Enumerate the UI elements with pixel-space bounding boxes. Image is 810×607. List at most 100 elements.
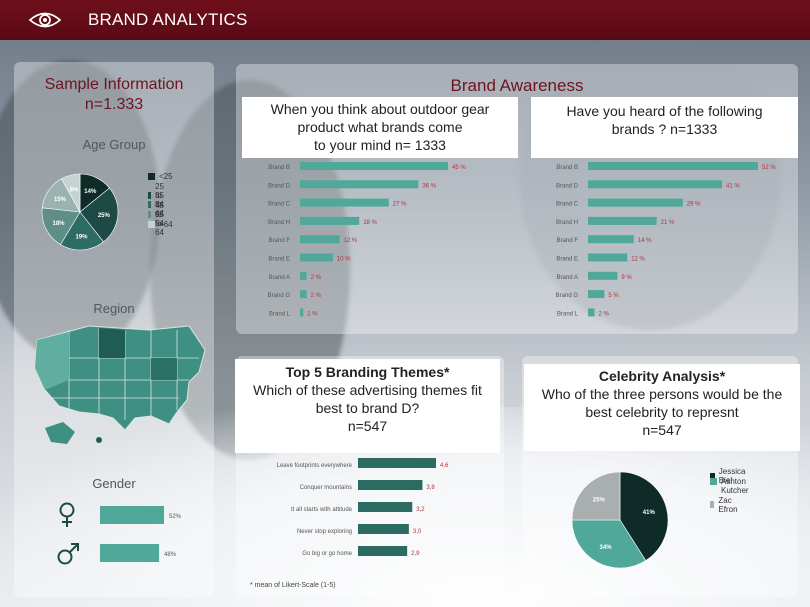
value-label: 18 % <box>363 220 377 226</box>
pie-label: 25% <box>593 497 606 503</box>
value-label: 1 % <box>307 311 318 317</box>
bar <box>588 308 595 317</box>
female-icon <box>59 502 75 527</box>
legend-label: 45 to 54 <box>155 200 164 228</box>
pie-label: 15% <box>54 197 67 203</box>
pie-slice <box>60 211 104 251</box>
awareness-question-2: Have you heard of the following brands ?… <box>531 97 798 158</box>
bar <box>300 180 419 189</box>
bar <box>588 235 634 244</box>
legend-label: 55 to 64 <box>155 210 164 237</box>
gender-bar <box>100 506 164 524</box>
category-label: Brand B <box>556 165 578 171</box>
gender-bar <box>100 544 160 562</box>
category-label: Brand L <box>269 311 291 317</box>
pie-label: 14% <box>84 189 97 195</box>
value-label: 5 % <box>608 293 619 299</box>
legend-label: Zac Efron <box>718 495 738 514</box>
pie-slice <box>571 519 647 569</box>
celebrity-header: Celebrity Analysis* Who of the three per… <box>524 364 800 451</box>
value-label: 2 % <box>311 275 322 281</box>
value-label: 3,0 <box>413 529 422 535</box>
bar <box>588 198 683 207</box>
category-label: Brand F <box>269 238 291 244</box>
value-label: 14 % <box>638 238 652 244</box>
category-label: Never stop exploring <box>297 529 352 535</box>
us-map <box>34 325 206 444</box>
category-label: Brand E <box>556 257 578 263</box>
bar <box>588 180 723 189</box>
legend-label: Kutcher <box>721 486 749 495</box>
value-label: 52 % <box>762 165 776 171</box>
pie-label: 41% <box>643 510 656 516</box>
value-label: 36 % <box>422 183 436 189</box>
bar <box>300 253 333 262</box>
awareness-question-1: When you think about outdoor gear produc… <box>242 97 518 158</box>
age-pie-chart: 14% 25% 19% 18% 15%8% <box>41 173 119 251</box>
legend-item: >64 <box>148 220 173 229</box>
value-label: 2 % <box>311 293 322 299</box>
top-bar: BRAND ANALYTICS <box>0 0 810 40</box>
legend-label: Jessica Biel <box>718 467 746 485</box>
gender-value-label: 52% <box>169 514 182 520</box>
bar <box>300 216 360 225</box>
pie-label: 19% <box>76 234 89 240</box>
category-label: Brand C <box>556 202 579 208</box>
gender-value-label: 48% <box>164 552 177 558</box>
category-label: Brand D <box>268 183 291 189</box>
legend-item: 35 to 44 <box>148 191 168 218</box>
celebrity-pie-chart: 41% 34% 25% <box>571 471 669 569</box>
category-label: It all starts with attitude <box>291 507 353 513</box>
legend-swatch <box>710 501 715 508</box>
category-label: Brand L <box>557 311 579 317</box>
themes-header: Top 5 Branding Themes* Which of these ad… <box>235 359 500 453</box>
bar <box>358 524 409 534</box>
pie-slice <box>41 207 81 246</box>
gender-title: Gender <box>92 476 136 491</box>
value-label: 21 % <box>661 220 675 226</box>
sample-info-panel: Sample Information n=1.333 Age Group 14%… <box>14 62 214 597</box>
brand-awareness-title: Brand Awareness <box>450 76 584 95</box>
legend-swatch <box>710 477 717 485</box>
bar <box>358 458 436 468</box>
legend-label: <25 <box>159 172 173 181</box>
value-label: 4,6 <box>440 463 449 469</box>
bar <box>300 308 304 317</box>
category-label: Brand E <box>268 257 290 263</box>
bar <box>588 271 618 280</box>
category-label: Brand A <box>269 275 290 281</box>
category-label: Brand D <box>556 183 579 189</box>
legend-item: Zac Efron <box>710 496 740 514</box>
legend-item: <25 <box>148 172 173 181</box>
bar <box>588 290 605 299</box>
sample-size: n=1.333 <box>84 96 144 113</box>
legend-label: 35 to 44 <box>155 191 164 218</box>
category-label: Brand B <box>268 165 290 171</box>
bar <box>300 198 389 207</box>
category-label: Brand F <box>557 238 579 244</box>
legend-swatch <box>148 210 152 218</box>
bar <box>588 253 628 262</box>
bar <box>358 480 423 490</box>
bar <box>300 235 340 244</box>
gender-bar-chart: 52% 48% <box>100 506 182 562</box>
value-label: 3,2 <box>416 507 425 513</box>
value-label: 45 % <box>452 165 466 171</box>
category-label: Brand H <box>556 220 578 226</box>
male-icon <box>57 543 79 565</box>
bar <box>300 162 448 170</box>
value-label: 3,8 <box>426 485 435 491</box>
category-label: Brand G <box>556 293 579 299</box>
region-title: Region <box>93 301 135 316</box>
bar <box>300 271 307 280</box>
value-label: 2,9 <box>411 551 420 557</box>
age-group-title: Age Group <box>82 137 146 152</box>
legend-swatch <box>710 487 717 494</box>
app-title: BRAND ANALYTICS <box>88 10 248 29</box>
pie-slice <box>571 471 621 521</box>
value-label: 12 % <box>343 238 357 244</box>
legend-label: Ashton <box>721 476 746 486</box>
legend-swatch <box>148 191 152 199</box>
category-label: Brand H <box>268 220 290 226</box>
unaided-awareness-chart: Brand B 45 % Brand D 36 % Brand C 27 % Brand H… <box>268 162 466 317</box>
